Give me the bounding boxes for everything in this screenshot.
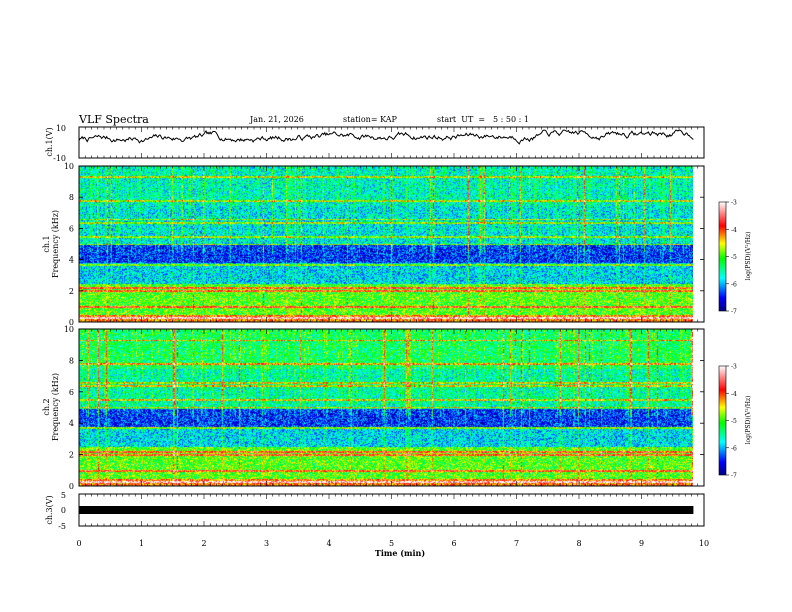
time-tick-label: 3 <box>264 539 269 548</box>
colorbar-tick-label: -3 <box>731 200 737 207</box>
freq-tick-label: 10 <box>64 325 74 334</box>
time-tick-label: 5 <box>389 539 394 548</box>
ch3-panel: 5 0 -5 ch.3(V) <box>45 491 705 531</box>
time-tick-label: 8 <box>576 539 581 548</box>
colorbar-tick-label: -3 <box>731 364 737 371</box>
freq-tick-label: 6 <box>69 224 74 233</box>
time-tick-label: 4 <box>326 539 331 548</box>
start-ut-label: start UT = <box>437 115 486 124</box>
ch1-voltage-line <box>78 129 694 145</box>
time-tick-label: 0 <box>76 539 81 548</box>
freq-tick-label: 8 <box>69 356 74 365</box>
ch3-ytick-mid: 0 <box>61 506 66 515</box>
time-axis: 0 1 2 3 4 5 6 7 8 9 10 <box>76 127 709 548</box>
ch3-ytick-bottom: -5 <box>58 522 66 531</box>
ch1-ylabel: ch.1(V) <box>45 127 54 156</box>
ch2-colorbar <box>718 365 727 476</box>
ch2-spec-ylabel-ch: ch.2 <box>42 398 51 415</box>
freq-tick-label: 6 <box>69 388 74 397</box>
colorbar-tick-label: -7 <box>731 473 737 480</box>
colorbar-tick-label: -6 <box>731 281 737 288</box>
colorbar-tick-label: -5 <box>731 418 737 425</box>
ch2-colorbar-label: log(PSD)(V²/Hz) <box>745 396 752 445</box>
ch1-spec-ylabel-freq: Frequency (kHz) <box>51 210 60 278</box>
ch3-ylabel: ch.3(V) <box>45 495 54 524</box>
ch3-voltage-trace <box>79 506 694 514</box>
colorbar-tick-label: -7 <box>731 309 737 316</box>
time-tick-label: 6 <box>451 539 456 548</box>
time-axis-label: Time (min) <box>375 548 425 558</box>
start-ut-value: 5 : 50 : 1 <box>493 115 529 124</box>
station-label: station= KAP <box>343 115 397 124</box>
ch1-panel: 10 -10 ch.1(V) <box>45 124 705 163</box>
time-tick-label: 10 <box>699 539 709 548</box>
ch1-ytick-top: 10 <box>56 124 66 133</box>
colorbar-tick-label: -5 <box>731 254 737 261</box>
ch1-spec-ylabel-ch: ch.1 <box>42 235 51 252</box>
figure-title: VLF Spectra <box>79 113 149 126</box>
time-tick-label: 1 <box>139 539 144 548</box>
ch1-colorbar-label: log(PSD)(V²/Hz) <box>745 232 752 281</box>
time-tick-label: 9 <box>639 539 644 548</box>
ch1-ytick-bottom: -10 <box>53 154 66 163</box>
freq-tick-label: 0 <box>69 318 74 327</box>
colorbar-tick-label: -4 <box>731 391 737 398</box>
freq-tick-label: 10 <box>64 162 74 171</box>
freq-tick-label: 8 <box>69 193 74 202</box>
colorbar-tick-label: -6 <box>731 445 737 452</box>
date-label: Jan. 21, 2026 <box>250 115 304 124</box>
ch3-ytick-top: 5 <box>61 491 66 500</box>
ch1-spectrogram-image <box>79 166 693 322</box>
freq-tick-label: 2 <box>69 451 74 460</box>
ch2-spectrogram-image <box>79 329 693 486</box>
colorbar-tick-label: -4 <box>731 227 737 234</box>
ch2-spec-ylabel-freq: Frequency (kHz) <box>51 373 60 441</box>
ch1-colorbar <box>718 201 727 312</box>
freq-tick-label: 2 <box>69 287 74 296</box>
time-tick-label: 2 <box>201 539 206 548</box>
freq-tick-label: 0 <box>69 482 74 491</box>
time-tick-label: 7 <box>514 539 519 548</box>
freq-tick-label: 4 <box>69 256 74 265</box>
freq-tick-label: 4 <box>69 419 74 428</box>
